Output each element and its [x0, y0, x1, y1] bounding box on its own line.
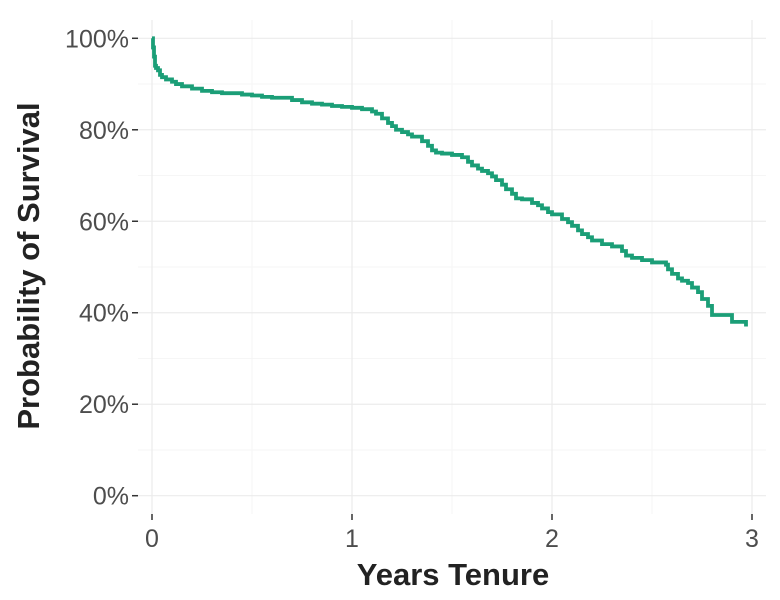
- series-layer: [151, 36, 748, 327]
- survival-curve-0: [151, 36, 748, 327]
- y-tick-label: 0%: [93, 483, 129, 511]
- x-tick-label: 2: [545, 525, 559, 553]
- x-axis-title: Years Tenure: [357, 557, 549, 592]
- x-tick-label: 1: [345, 525, 359, 553]
- y-tick-label: 100%: [65, 25, 129, 53]
- y-axis-title: Probability of Survival: [11, 102, 46, 429]
- y-tick-label: 80%: [79, 117, 129, 145]
- x-tick-label: 0: [145, 525, 159, 553]
- axis-ticks: 0 1 2 3 0% 20% 40% 60% 80% 100%: [65, 25, 759, 553]
- x-tick-label: 3: [745, 525, 759, 553]
- y-tick-label: 60%: [79, 208, 129, 236]
- grid: [138, 20, 766, 514]
- y-tick-label: 20%: [79, 391, 129, 419]
- y-tick-label: 40%: [79, 300, 129, 328]
